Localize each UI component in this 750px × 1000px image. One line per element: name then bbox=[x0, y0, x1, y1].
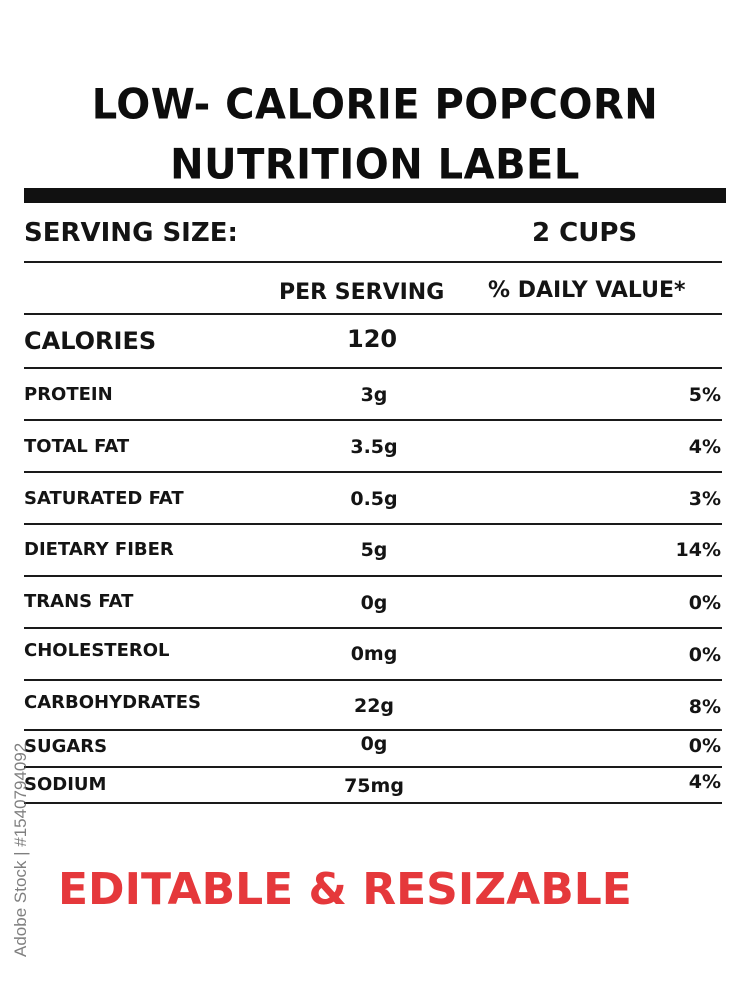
nutrient-daily-value: 8% bbox=[688, 696, 721, 718]
nutrient-daily-value: 4% bbox=[688, 436, 721, 458]
row-divider bbox=[24, 419, 722, 421]
nutrient-amount: 0g bbox=[360, 733, 388, 755]
nutrient-amount: 5g bbox=[360, 539, 388, 561]
row-divider bbox=[24, 471, 722, 473]
nutrient-daily-value: 0% bbox=[688, 592, 721, 614]
daily-value-header: % DAILY VALUE* bbox=[488, 278, 686, 303]
calories-value: 120 bbox=[347, 325, 398, 353]
serving-size-label: SERVING SIZE: bbox=[24, 218, 238, 248]
label-title-line-2: NUTRITION LABEL bbox=[170, 140, 580, 190]
nutrient-name: PROTEIN bbox=[24, 384, 113, 405]
nutrient-daily-value: 0% bbox=[688, 735, 721, 757]
nutrient-name: TOTAL FAT bbox=[24, 436, 130, 457]
row-divider bbox=[24, 523, 722, 525]
row-divider bbox=[24, 627, 722, 629]
nutrient-daily-value: 5% bbox=[688, 384, 721, 406]
calories-label: CALORIES bbox=[24, 327, 157, 355]
nutrient-name: CARBOHYDRATES bbox=[24, 692, 201, 713]
nutrient-name: TRANS FAT bbox=[24, 591, 134, 612]
row-divider bbox=[24, 575, 722, 577]
row-divider bbox=[24, 729, 722, 731]
row-divider bbox=[24, 766, 722, 768]
nutrient-name: SATURATED FAT bbox=[24, 488, 184, 509]
nutrient-amount: 0mg bbox=[350, 643, 398, 665]
row-divider bbox=[24, 802, 722, 804]
title-divider bbox=[24, 188, 726, 203]
row-divider bbox=[24, 367, 722, 369]
serving-size-value: 2 CUPS bbox=[532, 218, 638, 248]
nutrient-name: CHOLESTEROL bbox=[24, 640, 170, 661]
nutrient-amount: 22g bbox=[353, 695, 395, 717]
nutrient-name: SODIUM bbox=[24, 774, 107, 795]
nutrient-daily-value: 3% bbox=[688, 488, 721, 510]
nutrient-daily-value: 4% bbox=[688, 771, 721, 793]
row-divider bbox=[24, 679, 722, 681]
nutrient-name: SUGARS bbox=[24, 736, 108, 757]
label-title-line-1: LOW- CALORIE POPCORN bbox=[91, 80, 659, 130]
stock-id-watermark: Adobe Stock | #1540794092 bbox=[0, 743, 40, 957]
nutrient-amount: 3.5g bbox=[350, 436, 398, 458]
nutrient-daily-value: 0% bbox=[688, 644, 721, 666]
nutrient-amount: 3g bbox=[360, 384, 388, 406]
per-serving-header: PER SERVING bbox=[279, 280, 445, 305]
row-divider bbox=[24, 261, 722, 263]
row-divider bbox=[24, 313, 722, 315]
nutrient-amount: 75mg bbox=[344, 775, 404, 797]
nutrient-amount: 0.5g bbox=[350, 488, 398, 510]
editable-resizable-caption: EDITABLE & RESIZABLE bbox=[58, 864, 632, 915]
nutrient-daily-value: 14% bbox=[675, 539, 721, 561]
nutrient-amount: 0g bbox=[360, 592, 388, 614]
stock-id-text: Adobe Stock | #1540794092 bbox=[11, 742, 30, 957]
nutrient-name: DIETARY FIBER bbox=[24, 539, 174, 560]
